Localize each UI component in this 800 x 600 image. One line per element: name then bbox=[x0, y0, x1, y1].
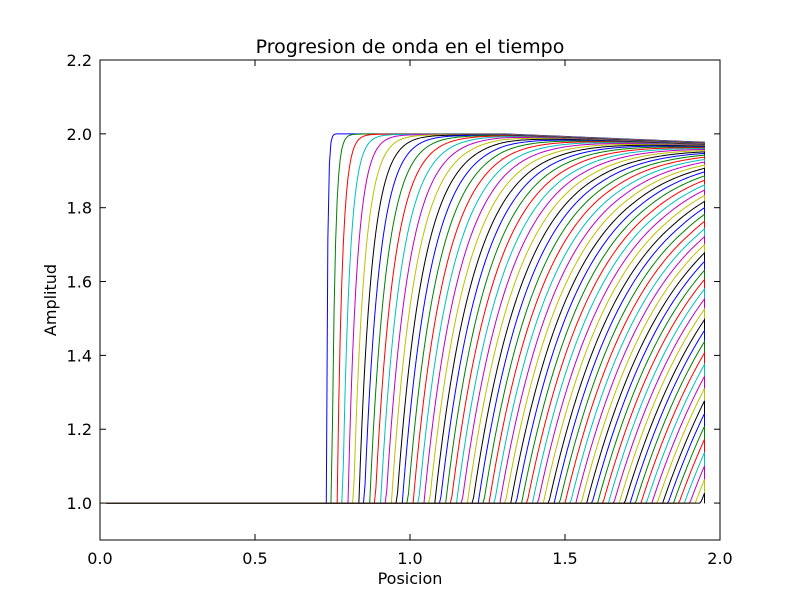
y-tick-label: 2.0 bbox=[67, 125, 92, 144]
y-tick-label: 2.2 bbox=[67, 51, 92, 70]
x-tick-label: 1.5 bbox=[552, 549, 577, 568]
x-tick-label: 1.0 bbox=[397, 549, 422, 568]
x-axis-label: Posicion bbox=[378, 569, 443, 588]
x-axis: 0.0 0.5 1.0 1.5 2.0 bbox=[87, 60, 733, 568]
x-tick-label: 0.5 bbox=[242, 549, 267, 568]
x-tick-label: 2.0 bbox=[707, 549, 732, 568]
y-tick-label: 1.2 bbox=[67, 420, 92, 439]
x-tick-label: 0.0 bbox=[87, 549, 112, 568]
y-axis-label: Amplitud bbox=[41, 264, 60, 336]
y-tick-label: 1.6 bbox=[67, 273, 92, 292]
y-tick-label: 1.8 bbox=[67, 199, 92, 218]
y-tick-label: 1.0 bbox=[67, 494, 92, 513]
series-group bbox=[106, 133, 705, 504]
chart-title: Progresion de onda en el tiempo bbox=[256, 36, 565, 58]
y-axis: 1.0 1.2 1.4 1.6 1.8 2.0 2.2 bbox=[67, 51, 720, 513]
y-tick-label: 1.4 bbox=[67, 346, 92, 365]
series-line bbox=[106, 492, 705, 504]
